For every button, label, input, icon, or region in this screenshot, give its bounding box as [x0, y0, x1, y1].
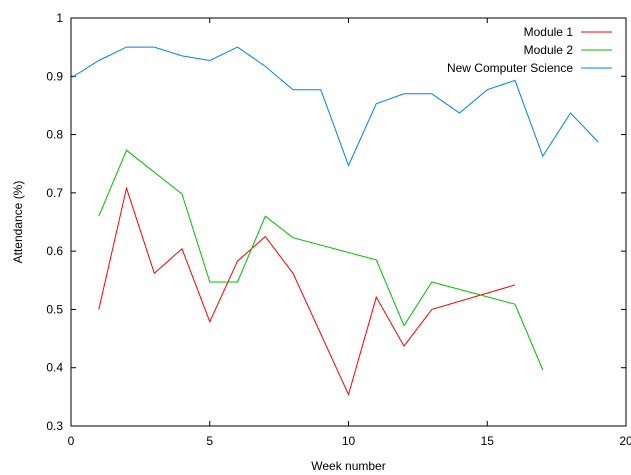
- y-axis-title: Attendance (%): [11, 181, 25, 264]
- y-tick-label: 0.6: [46, 244, 63, 258]
- legend-label-2: Module 2: [524, 43, 574, 57]
- tick-labels: 0 5 10 15 20 0.3 0.4 0.5 0.6 0.7 0.8 0.9 1: [46, 11, 631, 448]
- series-lines: [70, 46, 599, 396]
- x-tick-label: 15: [481, 434, 495, 448]
- series-line-3: [70, 46, 599, 167]
- y-tick-label: 1: [56, 11, 63, 25]
- y-tick-label: 0.5: [46, 302, 63, 316]
- x-tick-label: 10: [342, 434, 356, 448]
- y-tick-label: 0.9: [46, 69, 63, 83]
- legend: Module 1 Module 2 New Computer Science: [447, 25, 612, 75]
- legend-label-3: New Computer Science: [447, 61, 573, 75]
- plot-frame: [70, 17, 627, 427]
- x-axis-title: Week number: [311, 459, 385, 473]
- tick-marks: [70, 17, 627, 427]
- y-tick-label: 0.4: [46, 361, 63, 375]
- x-tick-label: 5: [206, 434, 213, 448]
- x-tick-label: 0: [68, 434, 75, 448]
- y-tick-label: 0.8: [46, 128, 63, 142]
- y-tick-label: 0.3: [46, 419, 63, 433]
- y-tick-label: 0.7: [46, 186, 63, 200]
- x-tick-label: 20: [619, 434, 631, 448]
- series-line-2: [98, 149, 544, 371]
- series-line-1: [98, 186, 516, 396]
- legend-label-1: Module 1: [524, 25, 574, 39]
